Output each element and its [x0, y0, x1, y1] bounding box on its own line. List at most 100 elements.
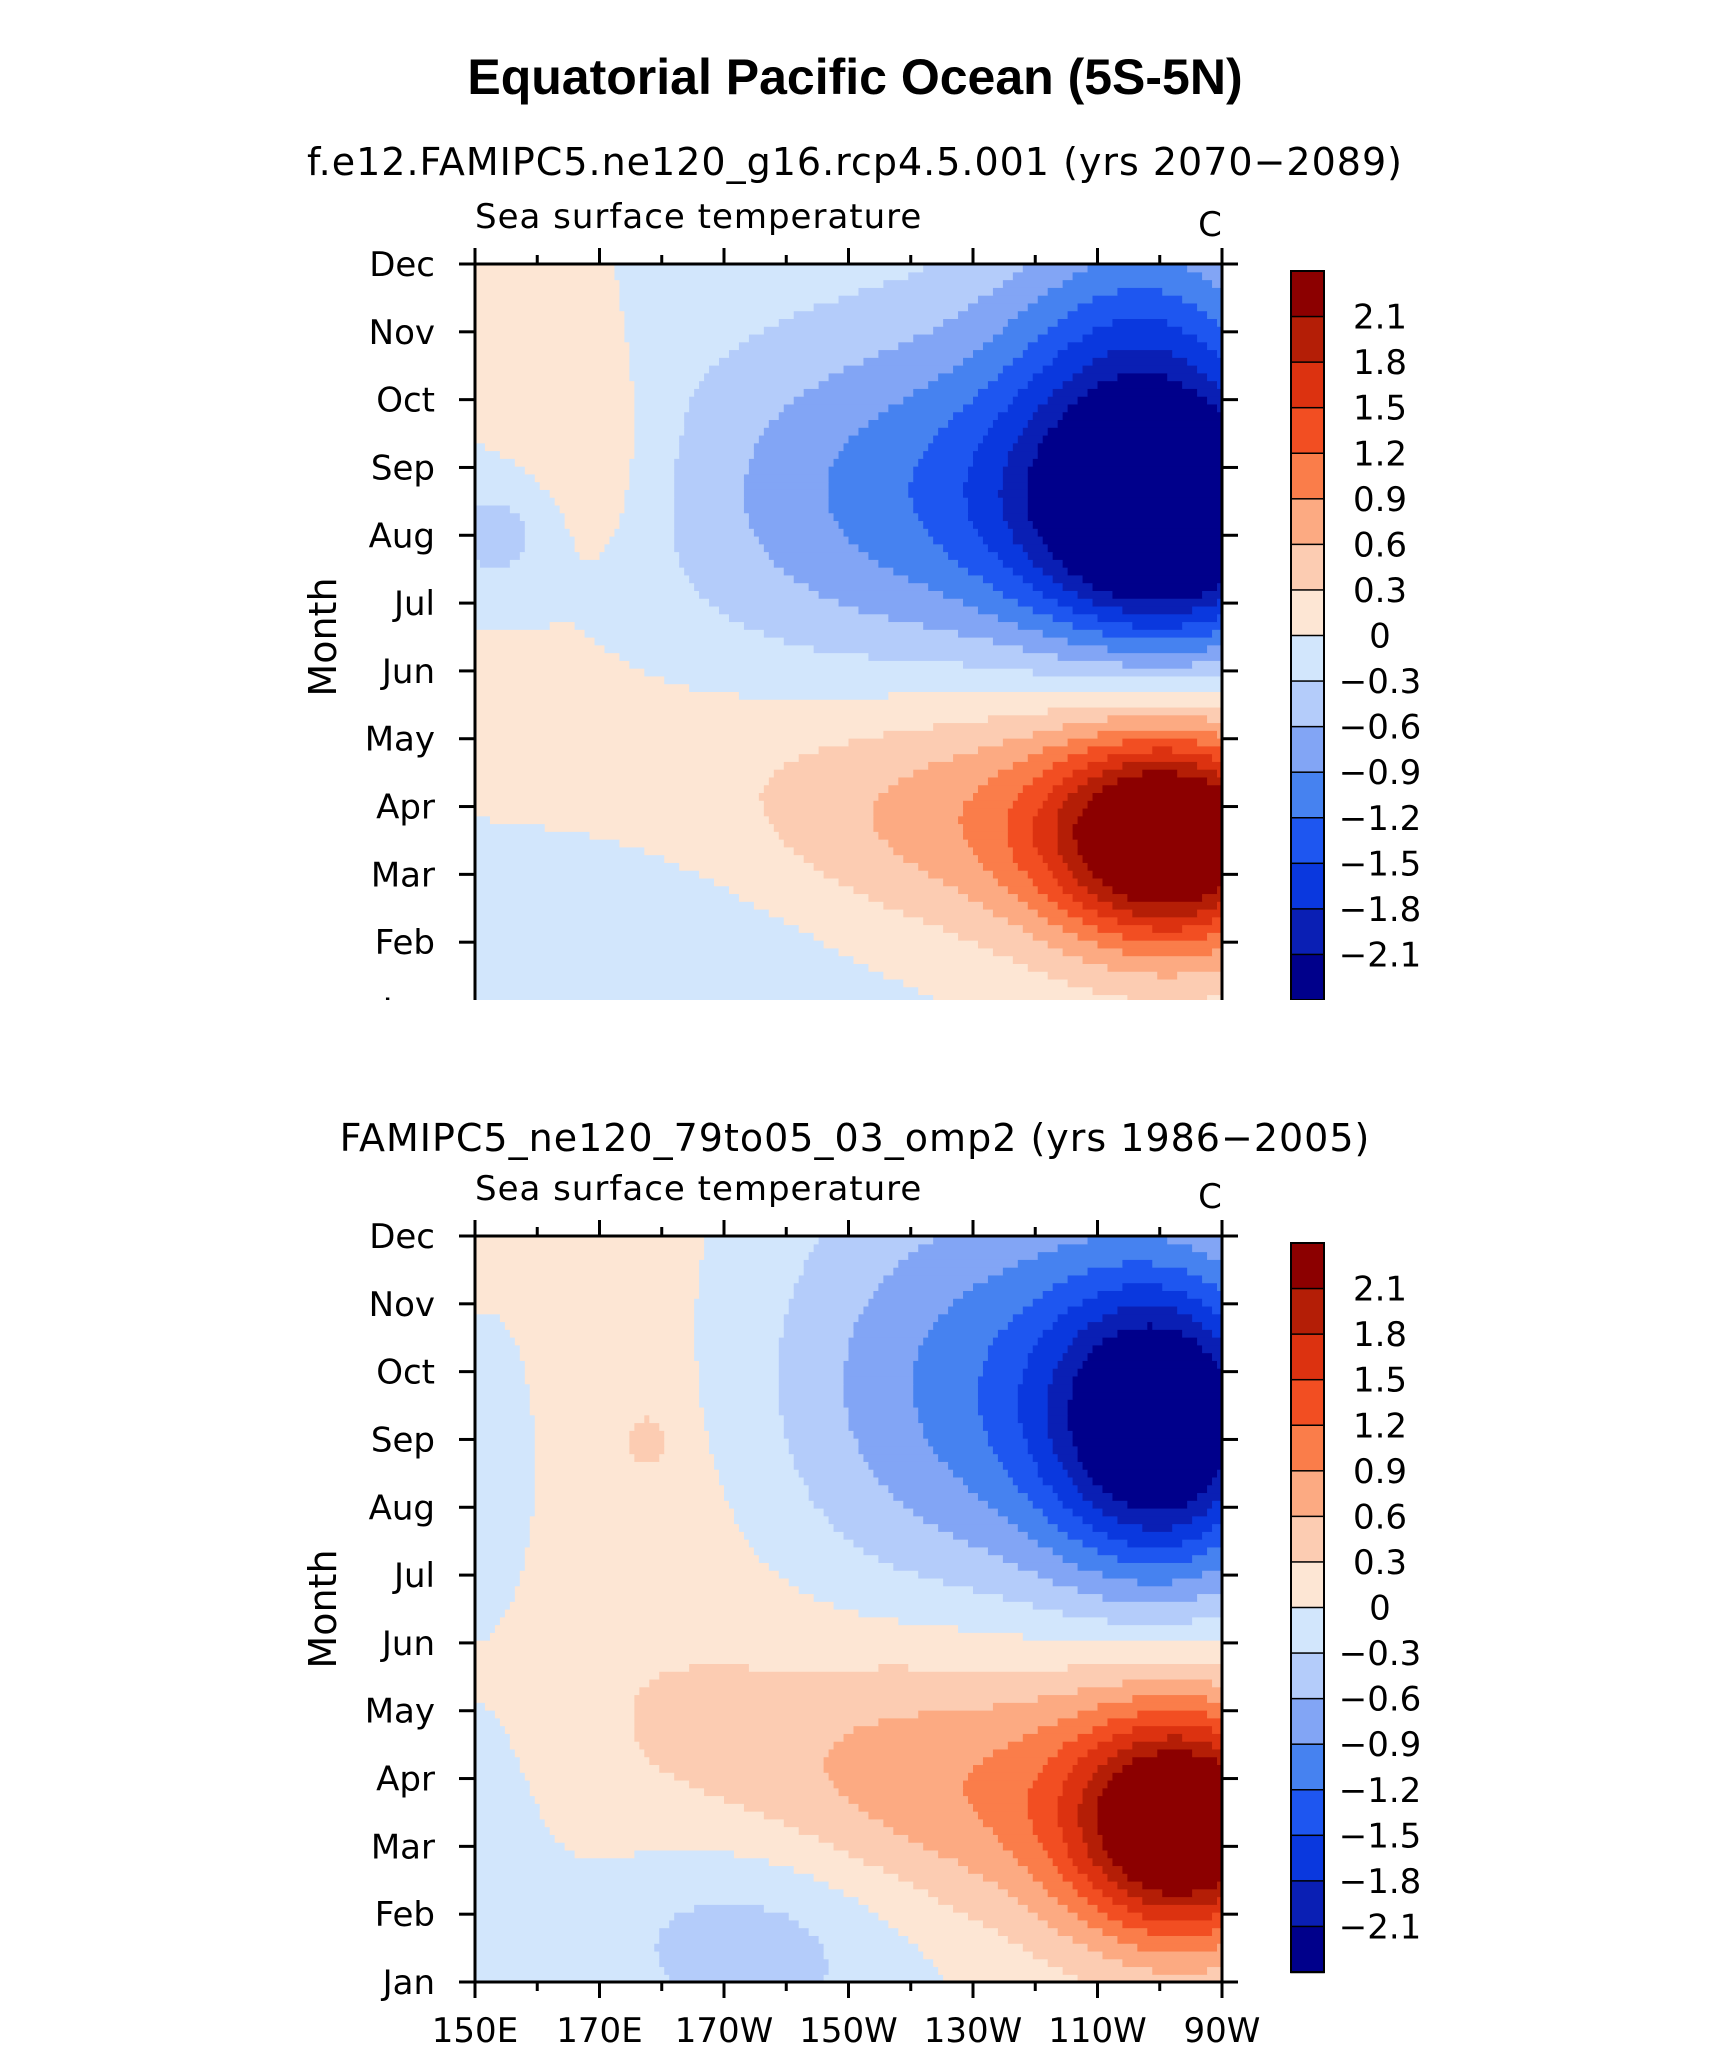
field-cell: [893, 1826, 994, 1835]
field-cell: [987, 776, 1034, 786]
colorbar-box: [1290, 270, 1325, 318]
field-cell: [928, 582, 994, 591]
field-cell: [1057, 815, 1079, 825]
field-cell: [1117, 1748, 1158, 1758]
field-cell: [475, 427, 635, 436]
field-cell: [1217, 769, 1223, 778]
field-cell: [475, 590, 700, 599]
field-cell: [1077, 590, 1114, 599]
field-cell: [778, 1570, 919, 1579]
field-cell: [1062, 1352, 1089, 1361]
field-cell: [689, 1779, 835, 1789]
field-cell: [863, 1305, 949, 1315]
field-cell: [475, 870, 700, 879]
field-cell: [1072, 769, 1104, 778]
field-cell: [992, 582, 1034, 591]
field-cell: [694, 1344, 780, 1354]
field-cell: [1077, 1733, 1114, 1742]
field-cell: [1197, 738, 1223, 747]
field-cell: [982, 434, 1019, 444]
field-cell: [1002, 1461, 1039, 1470]
field-cell: [475, 1329, 511, 1338]
field-cell: [823, 1943, 919, 1952]
x-tick-label: 130W: [924, 2011, 1023, 2051]
field-cell: [1202, 271, 1223, 281]
field-cell: [1137, 1577, 1173, 1587]
main-title: Equatorial Pacific Ocean (5S-5N): [467, 49, 1243, 105]
field-cell: [1042, 1507, 1074, 1517]
field-cell: [753, 1546, 865, 1556]
field-cell: [1017, 1523, 1059, 1532]
field-cell: [1197, 333, 1223, 343]
field-cell: [1012, 1849, 1049, 1859]
field-cell: [1052, 574, 1084, 584]
field-cell: [1182, 1329, 1213, 1338]
field-cell: [1192, 1748, 1223, 1758]
field-cell: [898, 1616, 1109, 1626]
field-cell: [1067, 792, 1094, 801]
field-cell: [1052, 870, 1074, 879]
field-cell: [1217, 1756, 1223, 1766]
field-cell: [1017, 862, 1049, 871]
field-cell: [475, 877, 715, 887]
chart-panel-2: 150E 170E 170W 150W 130W 110W 90WJanFebMarAprM…: [301, 1169, 1421, 2051]
colorbar-label: −2.1: [1339, 935, 1422, 975]
field-cell: [1012, 567, 1044, 576]
field-cell: [743, 1803, 860, 1812]
field-cell: [709, 365, 845, 374]
field-cell: [928, 528, 979, 537]
field-cell: [908, 1935, 1009, 1944]
field-cell: [1107, 644, 1208, 654]
field-cell: [992, 870, 1029, 879]
field-cell: [664, 854, 805, 863]
field-cell: [504, 1609, 860, 1618]
field-cell: [475, 839, 621, 848]
field-cell: [982, 1756, 1049, 1766]
colorbar-box: [1290, 817, 1325, 865]
field-cell: [529, 1779, 690, 1789]
field-cell: [838, 598, 964, 607]
field-cell: [1102, 1507, 1208, 1517]
field-cell: [898, 776, 989, 786]
field-cell: [968, 1539, 1039, 1548]
field-cell: [828, 489, 909, 498]
field-cell: [963, 807, 1009, 817]
field-cell: [1062, 1500, 1094, 1509]
field-cell: [1072, 1880, 1094, 1890]
field-cell: [1087, 1236, 1168, 1245]
field-cell: [475, 1344, 521, 1354]
field-cell: [534, 1507, 735, 1517]
field-cell: [519, 1352, 695, 1361]
field-cell: [634, 1710, 919, 1719]
field-cell: [963, 489, 999, 498]
field-cell: [948, 551, 999, 560]
field-cell: [987, 1274, 1069, 1284]
field-cell: [853, 1725, 1039, 1734]
field-cell: [475, 955, 855, 964]
field-cell: [1127, 1873, 1223, 1882]
field-cell: [958, 559, 1004, 568]
field-cell: [1132, 1756, 1218, 1766]
colorbar-box: [1290, 680, 1325, 728]
field-cell: [963, 598, 1019, 607]
field-cell: [728, 1500, 815, 1509]
y-tick-label: Dec: [369, 1217, 435, 1257]
field-cell: [1077, 1562, 1223, 1571]
field-cell: [1087, 1896, 1114, 1905]
field-cell: [475, 264, 616, 273]
field-cell: [1212, 1500, 1223, 1509]
field-cell: [858, 543, 944, 553]
colorbar-box: [1290, 1515, 1325, 1564]
field-cell: [923, 1515, 1009, 1525]
field-cell: [778, 831, 879, 840]
field-cell: [992, 1445, 1029, 1455]
field-cell: [1077, 302, 1198, 312]
field-cell: [629, 1445, 665, 1455]
field-cell: [958, 629, 1044, 638]
field-cell: [1217, 318, 1223, 327]
field-cell: [1067, 1849, 1089, 1859]
field-cell: [475, 1842, 566, 1851]
field-cell: [475, 520, 526, 529]
field-cell: [1032, 877, 1059, 887]
field-cell: [1102, 629, 1213, 638]
